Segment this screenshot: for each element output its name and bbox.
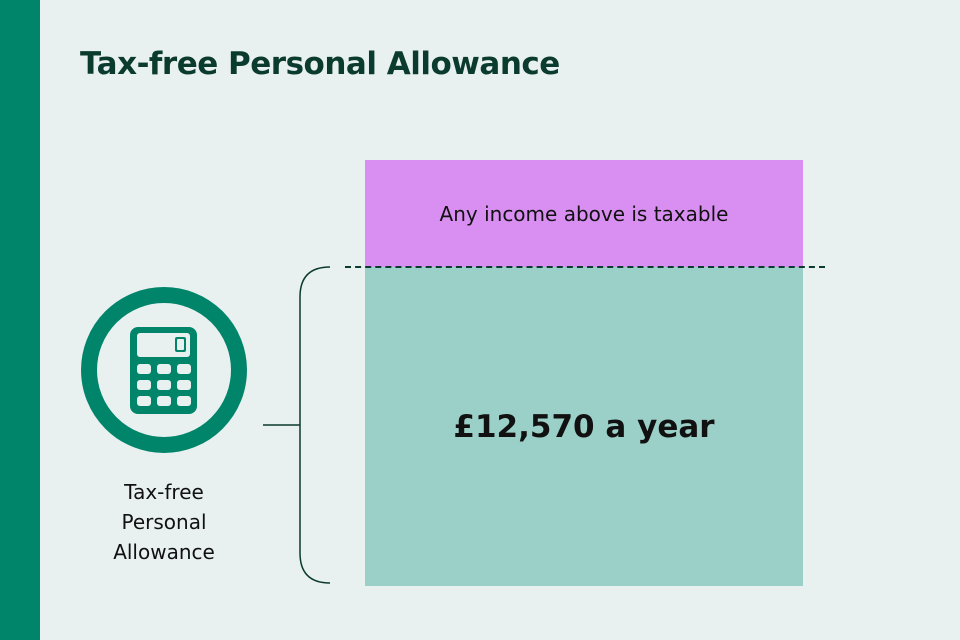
taxable-band-label: Any income above is taxable — [439, 201, 729, 226]
taxable-income-band: Any income above is taxable — [365, 160, 803, 267]
calculator-icon — [81, 287, 247, 453]
page-title: Tax-free Personal Allowance — [80, 46, 560, 82]
icon-caption: Tax-free Personal Allowance — [84, 477, 244, 567]
caption-line: Personal — [121, 510, 207, 534]
threshold-dashed-line — [345, 266, 825, 268]
personal-allowance-band: £12,570 a year — [365, 267, 803, 586]
bracket — [263, 266, 331, 584]
caption-line: Tax-free — [124, 480, 204, 504]
accent-side-bar — [0, 0, 40, 640]
caption-line: Allowance — [113, 540, 215, 564]
allowance-amount: £12,570 a year — [453, 408, 715, 445]
